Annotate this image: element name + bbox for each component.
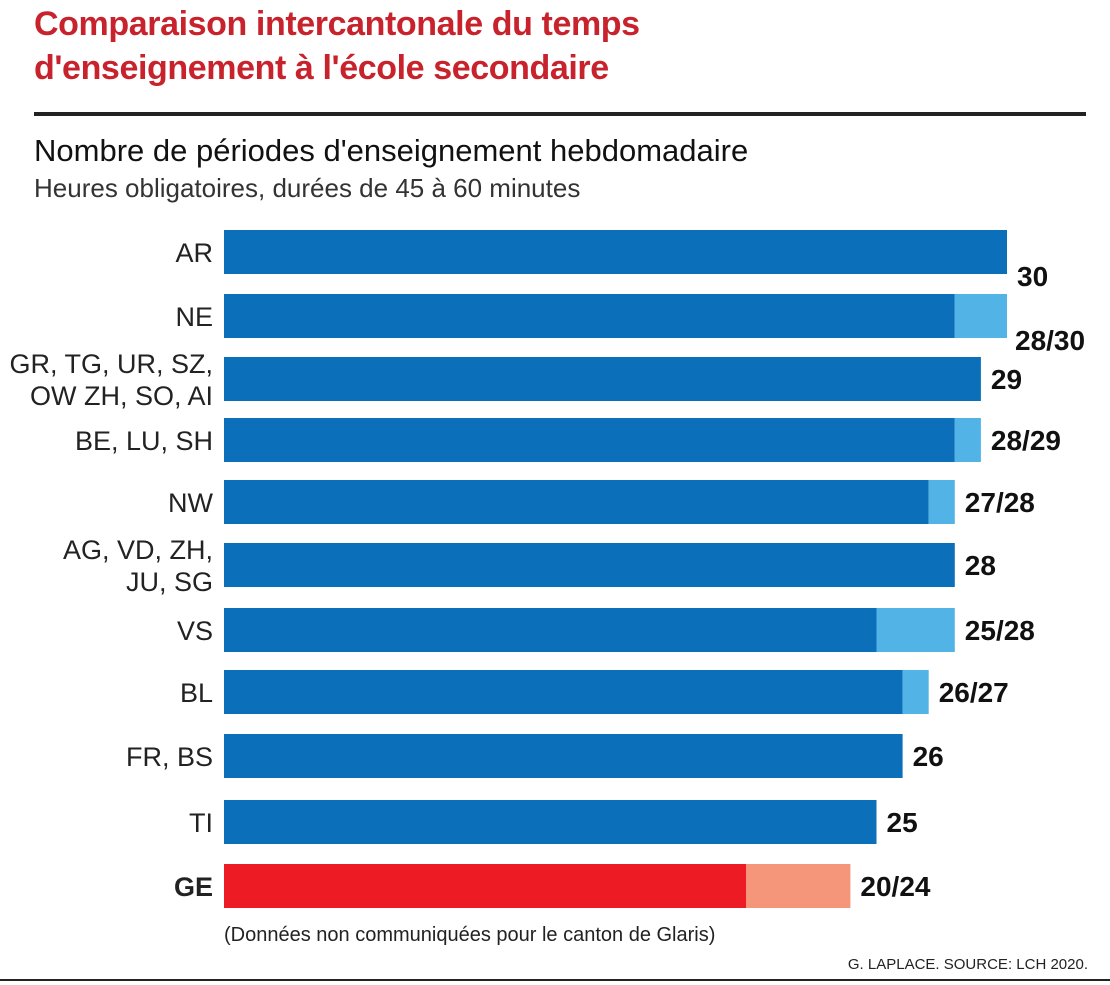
- chart-title-line-1: Comparaison intercantonale du temps: [34, 5, 640, 43]
- bar-range: [746, 864, 851, 908]
- bar-range: [954, 294, 1007, 338]
- data-label: 26/27: [939, 677, 1009, 708]
- category-label: NE: [175, 302, 213, 332]
- data-label: 29: [991, 364, 1022, 395]
- data-label: 28/30: [1015, 325, 1085, 356]
- chart-subsubtitle: Heures obligatoires, durées de 45 à 60 m…: [34, 173, 581, 203]
- bar-min: [224, 864, 746, 908]
- data-label: 26: [913, 741, 944, 772]
- category-label: GR, TG, UR, SZ,: [9, 349, 213, 379]
- category-label: VS: [177, 616, 213, 646]
- category-label: AG, VD, ZH,: [63, 535, 213, 565]
- category-label: BL: [180, 678, 213, 708]
- category-label: FR, BS: [126, 742, 213, 772]
- bar-min: [224, 230, 1007, 274]
- top-divider: [34, 112, 1086, 116]
- category-label: AR: [175, 238, 213, 268]
- bar-min: [224, 418, 955, 462]
- data-label: 27/28: [965, 487, 1035, 518]
- category-label: BE, LU, SH: [75, 426, 213, 456]
- category-label: NW: [168, 488, 213, 518]
- bar-range: [876, 608, 955, 652]
- category-label: TI: [189, 808, 213, 838]
- bar-min: [224, 480, 929, 524]
- category-label: GE: [174, 872, 213, 902]
- bar-range: [954, 418, 981, 462]
- category-label: OW ZH, SO, AI: [30, 381, 213, 411]
- bar-min: [224, 294, 955, 338]
- chart-title: Comparaison intercantonale du temps d'en…: [34, 2, 1094, 90]
- data-label: 28: [965, 550, 996, 581]
- data-label: 25/28: [965, 615, 1035, 646]
- category-label: JU, SG: [126, 567, 213, 597]
- bar-min: [224, 543, 955, 587]
- bar-min: [224, 734, 903, 778]
- bar-range: [902, 670, 929, 714]
- data-label: 25: [887, 807, 918, 838]
- data-label: 30: [1017, 261, 1048, 292]
- bar-min: [224, 357, 981, 401]
- bar-range: [928, 480, 955, 524]
- footnote: (Données non communiquées pour le canton…: [224, 924, 716, 946]
- source-credit: G. LAPLACE. SOURCE: LCH 2020.: [847, 956, 1088, 973]
- bar-min: [224, 608, 877, 652]
- chart-title-line-2: d'enseignement à l'école secondaire: [34, 49, 609, 87]
- data-label: 20/24: [860, 871, 930, 902]
- chart-subtitle: Nombre de périodes d'enseignement hebdom…: [34, 133, 749, 168]
- bar-min: [224, 800, 877, 844]
- bar-min: [224, 670, 903, 714]
- bottom-divider: [0, 979, 1110, 981]
- data-label: 28/29: [991, 425, 1061, 456]
